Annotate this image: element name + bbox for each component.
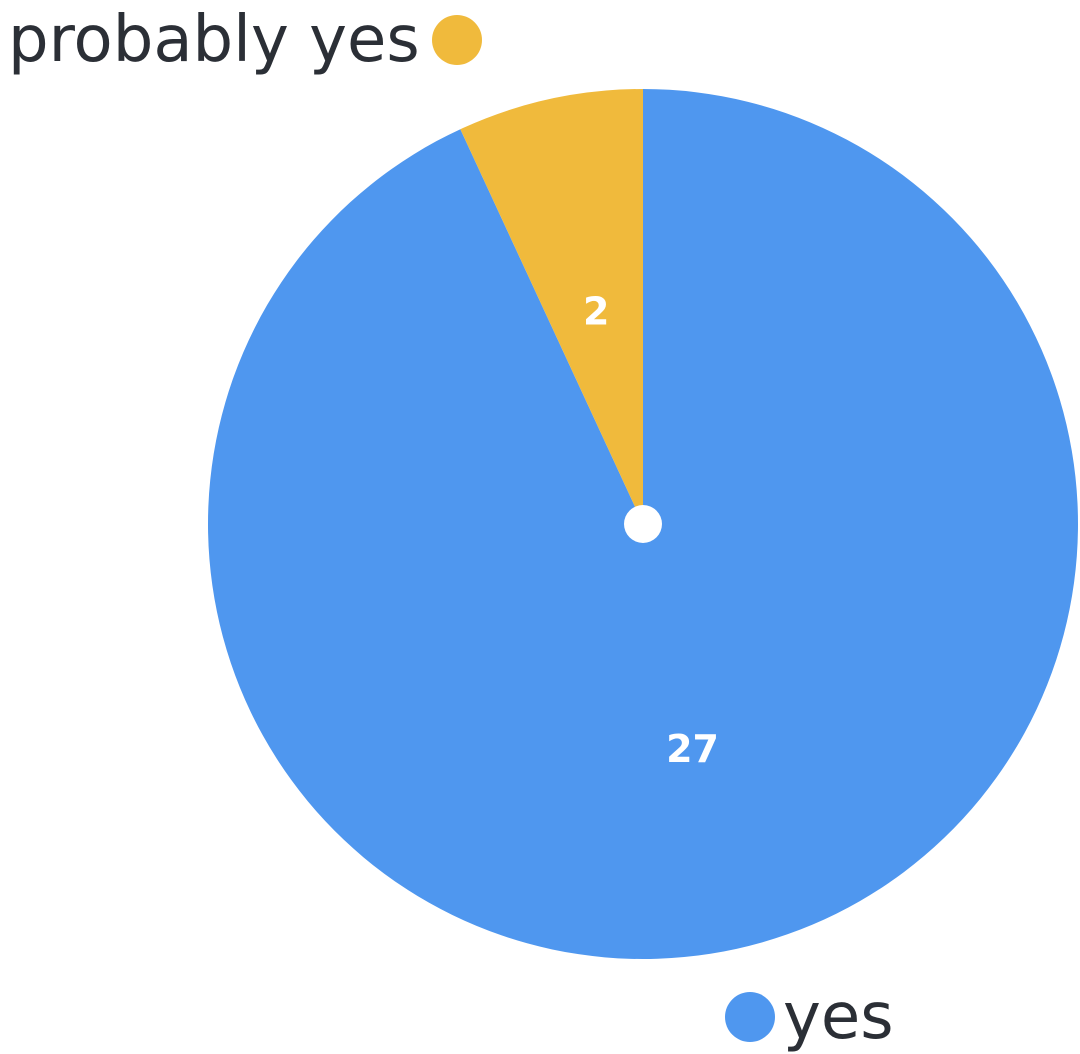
legend-item-probably-yes: probably yes — [8, 8, 482, 72]
legend-item-yes: yes — [725, 985, 894, 1049]
legend-label-probably-yes: probably yes — [8, 3, 420, 77]
legend-label-yes: yes — [783, 980, 894, 1054]
slice-value-label-yes: 27 — [666, 727, 719, 771]
pie-slice-probably-yes — [460, 89, 643, 524]
pie-slice-labels: 27 2 — [583, 290, 719, 772]
slice-value-label-probably-yes: 2 — [583, 290, 609, 334]
legend-dot-yes — [725, 992, 775, 1042]
pie-center-dot — [624, 505, 662, 543]
legend-dot-probably-yes — [431, 15, 482, 65]
